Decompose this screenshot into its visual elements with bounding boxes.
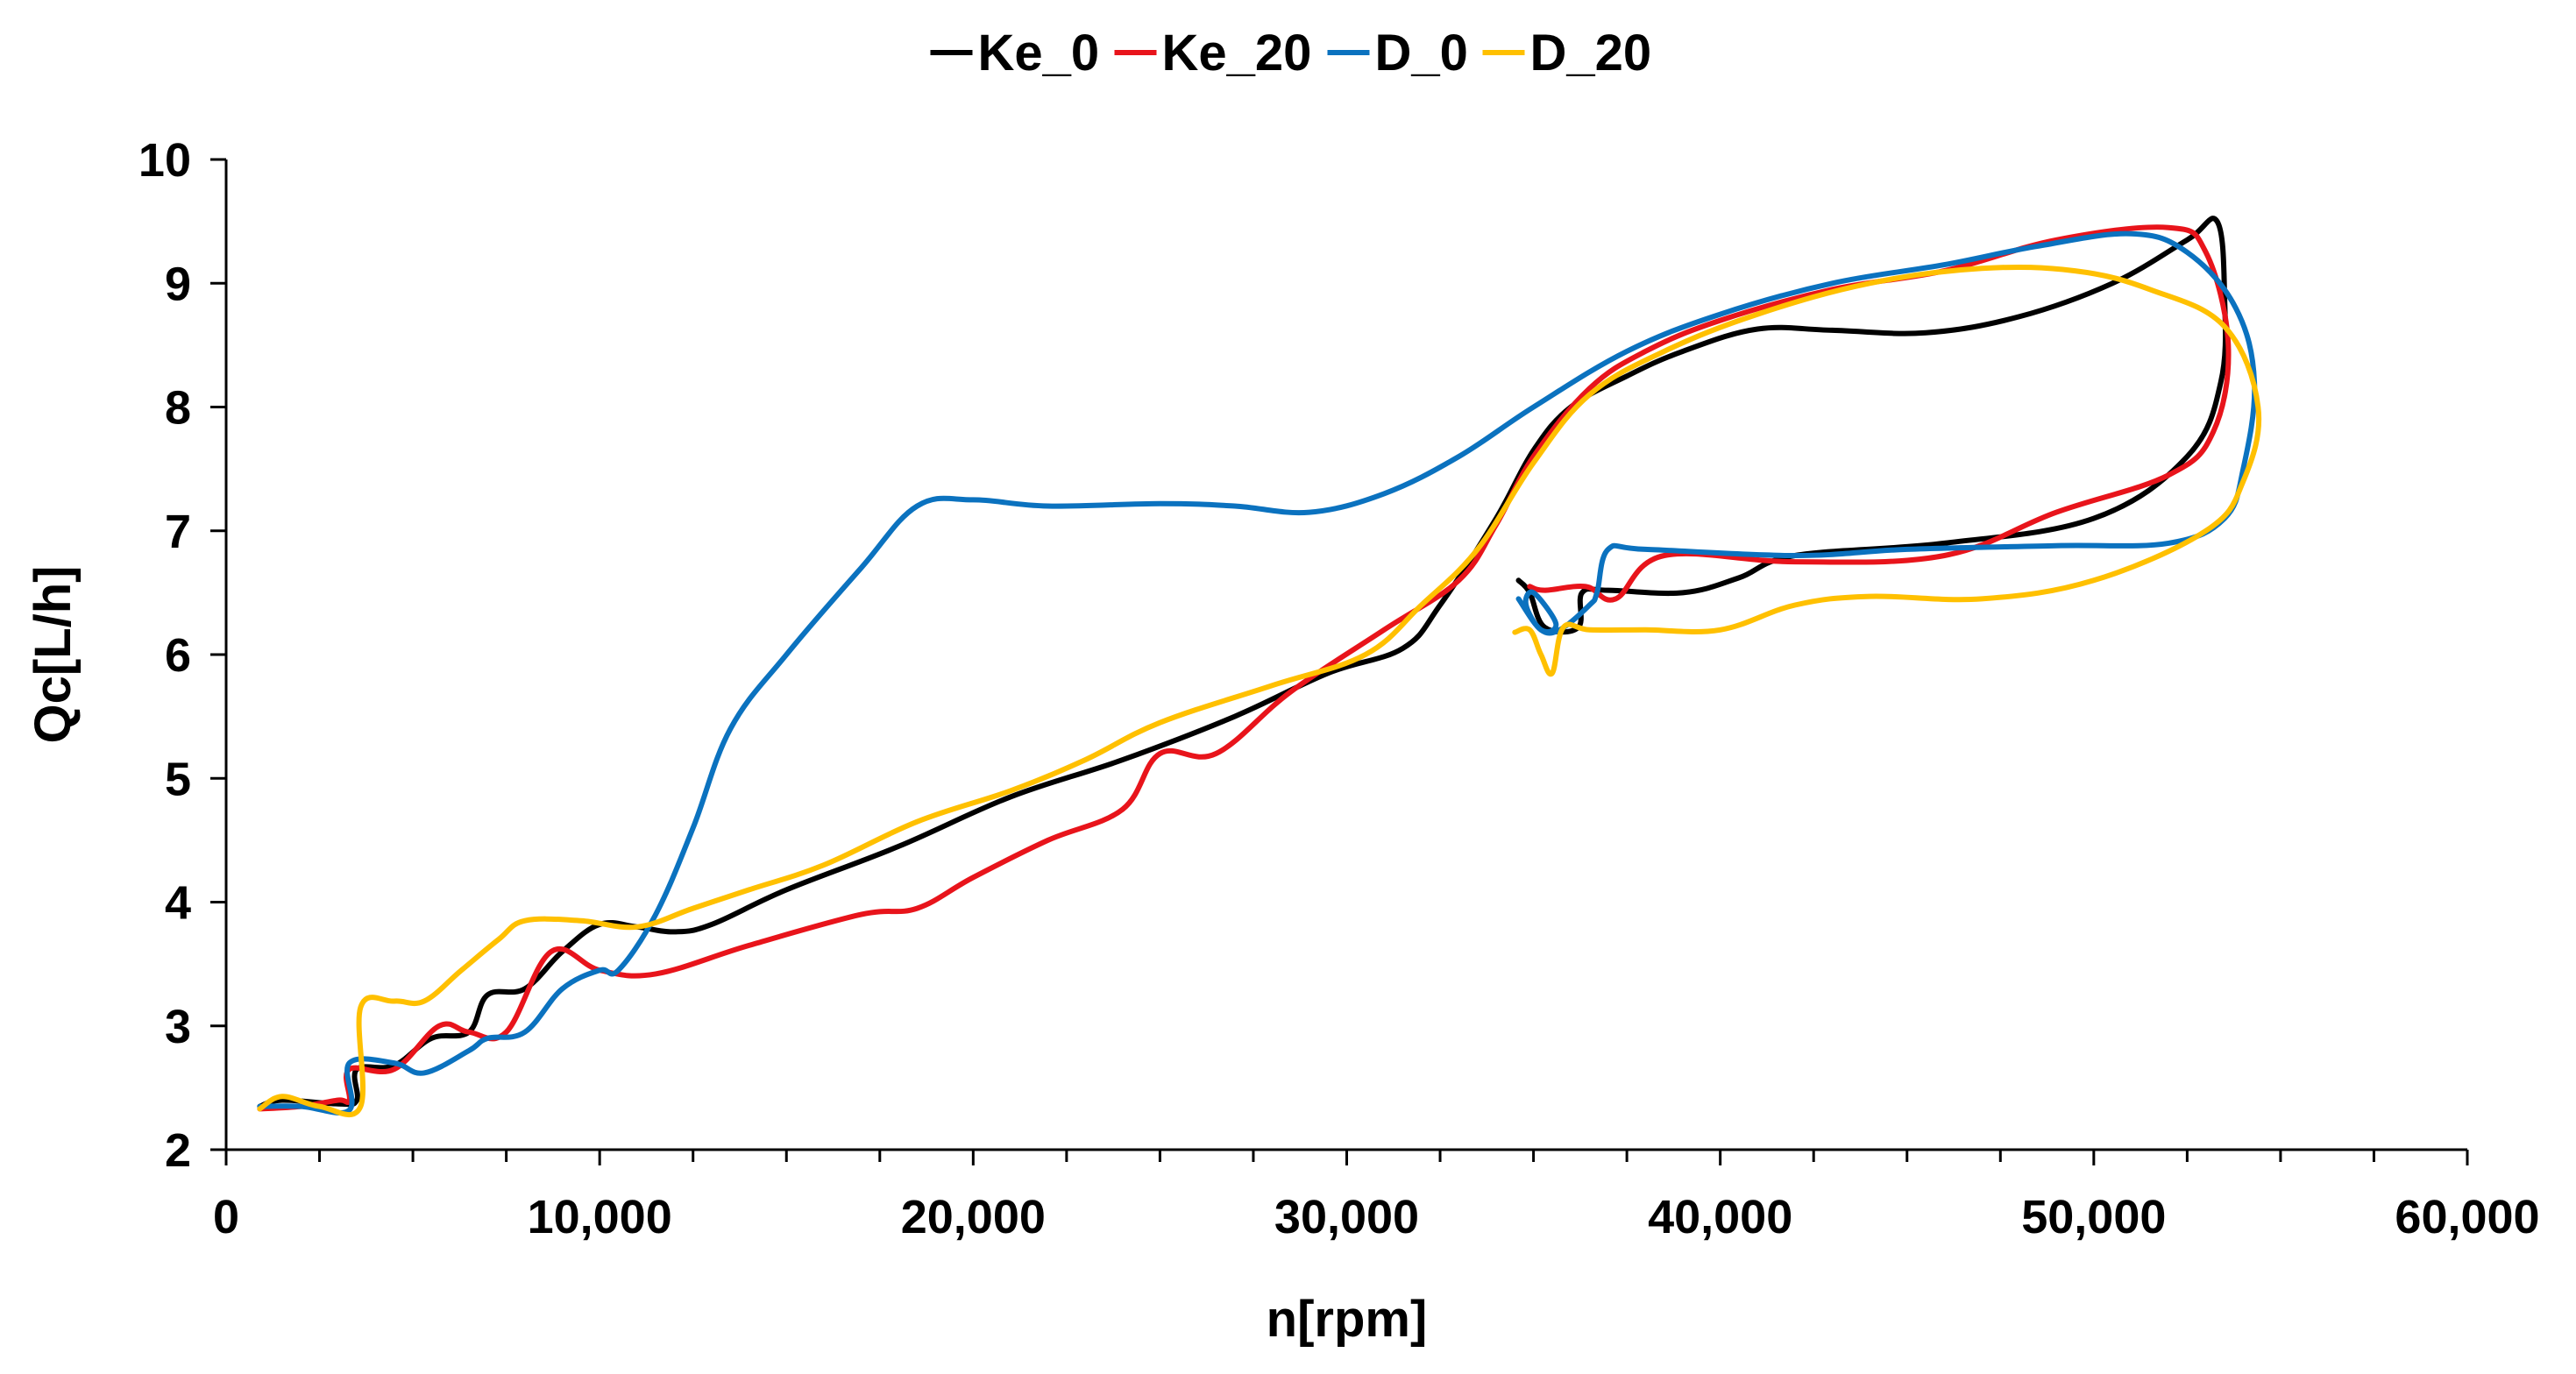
series-line-d-20 [257,264,2262,1118]
x-tick-label: 30,000 [1274,1191,1419,1243]
y-tick-label: 3 [165,1001,191,1053]
y-tick-label: 9 [165,258,191,310]
legend: Ke_0 Ke_20 D_0 D_20 [930,25,1652,81]
y-tick-label: 2 [165,1124,191,1177]
legend-item-ke-20: Ke_20 [1114,25,1312,81]
series-line-ke-0 [257,216,2229,1109]
y-tick-label: 6 [165,629,191,682]
x-tick-label: 40,000 [1648,1191,1792,1243]
legend-item-d-0: D_0 [1327,25,1468,81]
x-tick-label: 60,000 [2395,1191,2539,1243]
series-line-d-0 [257,230,2258,1115]
axes: 0 10,000 20,000 30,000 40,000 50,000 60,000 2 3… [138,134,2540,1243]
legend-label: Ke_20 [1162,25,1312,81]
x-tick-label: 20,000 [901,1191,1046,1243]
legend-item-d-20: D_20 [1482,25,1652,81]
x-tick-label: 0 [213,1191,239,1243]
legend-label: D_0 [1375,25,1468,81]
y-ticks: 2 3 4 5 6 7 8 9 10 [138,134,226,1177]
plot-series [257,216,2262,1118]
y-tick-label: 5 [165,753,191,805]
y-tick-label: 8 [165,382,191,435]
legend-label: Ke_0 [978,25,1100,81]
x-tick-label: 10,000 [528,1191,672,1243]
y-axis-title: Qc[L/h] [25,566,82,744]
y-tick-label: 10 [138,134,191,187]
series-line-ke-20 [257,224,2232,1112]
legend-label: D_20 [1530,25,1652,81]
x-tick-label: 50,000 [2021,1191,2166,1243]
x-axis-title: n[rpm] [1267,1291,1428,1348]
y-tick-label: 7 [165,506,191,558]
x-ticks: 0 10,000 20,000 30,000 40,000 50,000 60,000 [213,1150,2540,1243]
legend-item-ke-0: Ke_0 [930,25,1100,81]
y-tick-label: 4 [165,877,191,930]
